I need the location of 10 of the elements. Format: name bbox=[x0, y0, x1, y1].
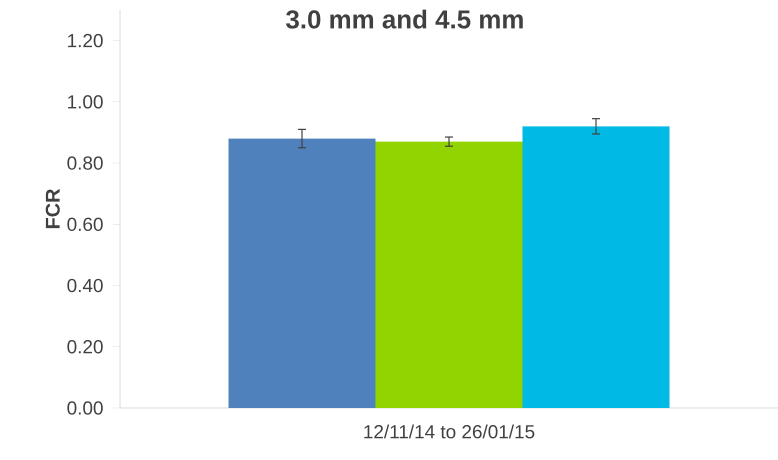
y-tick-label: 0.60 bbox=[67, 218, 103, 231]
y-tick-label: 1.00 bbox=[68, 95, 103, 109]
chart-title: 3.0 mm and 4.5 mm bbox=[286, 10, 523, 29]
y-tick-label: 0.40 bbox=[67, 278, 103, 292]
y-tick-label: 0.20 bbox=[67, 340, 103, 354]
y-axis-title: FCR bbox=[46, 188, 60, 228]
y-tick-label: 0.00 bbox=[67, 401, 103, 415]
x-tick-label: 12/11/14 to 26/01/15 bbox=[364, 424, 534, 438]
y-tick-label: 1.20 bbox=[68, 34, 103, 48]
y-tick-label: 0.80 bbox=[67, 156, 103, 170]
